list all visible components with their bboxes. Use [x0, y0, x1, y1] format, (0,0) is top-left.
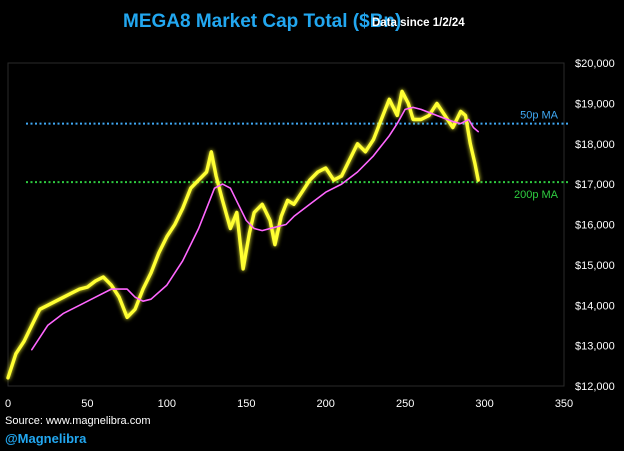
y-tick-label: $15,000 — [575, 260, 615, 272]
y-tick-label: $14,000 — [575, 300, 615, 312]
x-axis: 0 50 100 150 200 250 300 350 — [5, 398, 573, 410]
reference-line-label: 200p MA — [514, 189, 559, 201]
x-tick-label: 300 — [475, 398, 493, 410]
x-tick-label: 50 — [81, 398, 93, 410]
x-tick-label: 250 — [396, 398, 414, 410]
y-tick-label: $13,000 — [575, 341, 615, 353]
y-axis: $12,000 $13,000 $14,000 $15,000 $16,000 $17,0… — [575, 58, 615, 393]
plot-area — [7, 62, 565, 387]
x-tick-label: 200 — [317, 398, 335, 410]
y-tick-label: $19,000 — [575, 98, 615, 110]
chart-subtitle: Data since 1/2/24 — [372, 17, 465, 29]
reference-line-label: 50p MA — [520, 110, 559, 122]
series-group — [6, 89, 480, 380]
x-tick-label: 0 — [5, 398, 11, 410]
series-line — [6, 89, 480, 380]
y-tick-label: $18,000 — [575, 139, 615, 151]
reference-lines: 50p MA 200p MA — [26, 110, 570, 201]
x-tick-label: 100 — [158, 398, 176, 410]
y-tick-label: $17,000 — [575, 179, 615, 191]
series-line — [31, 106, 479, 351]
y-tick-label: $20,000 — [575, 58, 615, 70]
y-tick-label: $12,000 — [575, 381, 615, 393]
author-handle: @Magnelibra — [5, 431, 87, 446]
y-tick-label: $16,000 — [575, 220, 615, 232]
source-text: Source: www.magnelibra.com — [5, 415, 151, 427]
x-tick-label: 150 — [237, 398, 255, 410]
x-tick-label: 350 — [555, 398, 573, 410]
chart-title: MEGA8 Market Cap Total ($Bn) — [123, 11, 401, 32]
